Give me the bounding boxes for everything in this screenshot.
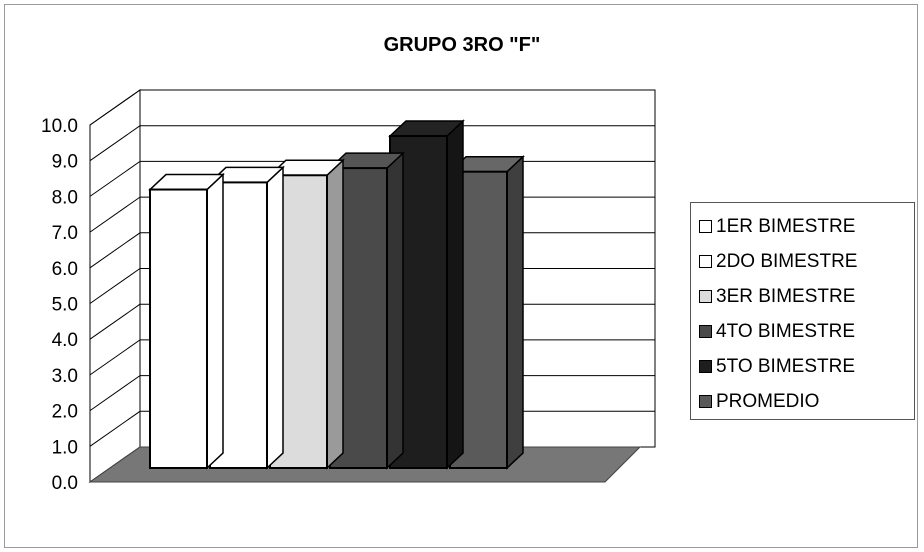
legend-item: 4TO BIMESTRE	[699, 314, 914, 349]
chart-title: GRUPO 3RO "F"	[383, 34, 541, 56]
bar-side	[266, 165, 284, 470]
bar	[149, 188, 208, 469]
legend-label: 4TO BIMESTRE	[716, 320, 856, 342]
gridline-diagonal	[89, 410, 141, 447]
y-tick-label: 6.0	[52, 259, 78, 280]
legend-swatch	[699, 360, 712, 373]
y-tick-label: 8.0	[52, 187, 78, 208]
bar-side	[326, 158, 344, 470]
y-tick-label: 3.0	[52, 366, 78, 387]
legend-swatch	[699, 325, 712, 338]
legend-swatch	[699, 290, 712, 303]
gridline-diagonal	[89, 160, 141, 197]
y-tick-label: 7.0	[52, 223, 78, 244]
bar-side	[206, 172, 224, 470]
legend-item: 3ER BIMESTRE	[699, 279, 914, 314]
y-tick-label: 0.0	[52, 473, 78, 494]
legend-label: 2DO BIMESTRE	[716, 250, 858, 272]
legend-swatch	[699, 220, 712, 233]
y-tick-label: 9.0	[52, 152, 78, 173]
y-tick-label: 1.0	[52, 437, 78, 458]
bar-side	[386, 151, 404, 470]
gridline-diagonal	[89, 375, 141, 412]
gridline-diagonal	[89, 125, 141, 162]
bar-side	[506, 154, 524, 470]
legend-swatch	[699, 395, 712, 408]
legend-swatch	[699, 255, 712, 268]
gridline-diagonal	[89, 196, 141, 233]
legend: 1ER BIMESTRE 2DO BIMESTRE 3ER BIMESTRE 4TO …	[690, 202, 915, 420]
y-tick-label: 10.0	[41, 116, 78, 137]
gridline-diagonal	[89, 268, 141, 304]
gridline-diagonal	[89, 303, 141, 340]
y-tick-label: 4.0	[52, 330, 78, 351]
legend-label: 5TO BIMESTRE	[716, 355, 856, 377]
legend-label: 1ER BIMESTRE	[716, 215, 856, 237]
legend-label: PROMEDIO	[716, 390, 820, 412]
legend-label: 3ER BIMESTRE	[716, 285, 856, 307]
bar-side	[446, 119, 464, 470]
legend-item: PROMEDIO	[699, 384, 914, 419]
legend-item: 5TO BIMESTRE	[699, 349, 914, 384]
gridline-diagonal	[89, 339, 141, 376]
y-tick-label: 2.0	[52, 402, 78, 423]
legend-item: 1ER BIMESTRE	[699, 209, 914, 244]
legend-item: 2DO BIMESTRE	[699, 244, 914, 279]
gridline-diagonal	[89, 232, 141, 269]
gridline-diagonal	[89, 89, 141, 126]
y-tick-label: 5.0	[52, 295, 78, 316]
